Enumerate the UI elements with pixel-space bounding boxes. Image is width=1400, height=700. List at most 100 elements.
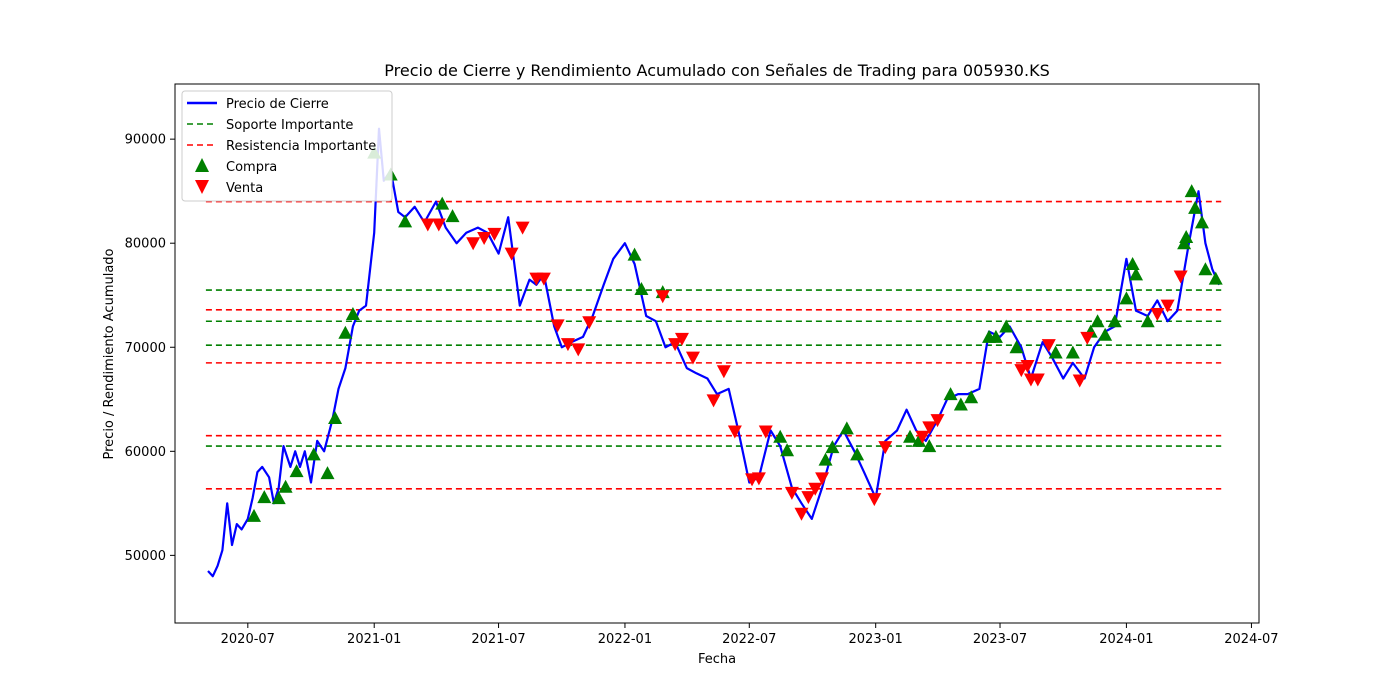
x-tick-label: 2023-07 (973, 632, 1027, 647)
legend-label-resistance: Resistencia Importante (226, 139, 376, 154)
buy-marker (1208, 271, 1223, 285)
buy-marker (1184, 184, 1199, 198)
buy-marker (398, 214, 413, 228)
sell-marker (536, 272, 551, 286)
sell-marker (582, 316, 597, 330)
sell-marker (420, 218, 435, 232)
buy-marker (943, 387, 958, 401)
buy-marker (1129, 267, 1144, 281)
buy-marker (1009, 340, 1024, 354)
buy-marker (1194, 215, 1209, 229)
buy-marker (338, 325, 353, 339)
x-tick-label: 2023-01 (849, 632, 903, 647)
sell-marker (571, 343, 586, 357)
buy-marker (345, 306, 360, 320)
legend-box (181, 90, 393, 202)
buy-marker (435, 196, 450, 210)
x-tick-label: 2021-07 (471, 632, 525, 647)
sell-marker (801, 491, 816, 505)
buy-marker (773, 429, 788, 443)
buy-marker (627, 247, 642, 261)
sell-marker (758, 425, 773, 439)
buy-marker (328, 411, 343, 425)
buy-marker (850, 447, 865, 461)
sell-marker (815, 472, 830, 486)
sell-marker (674, 332, 689, 346)
buy-marker (818, 452, 833, 466)
plot-frame (174, 83, 1260, 624)
legend: Precio de Cierre Soporte Importante Resi… (181, 90, 393, 202)
levels-layer (205, 200, 1222, 490)
x-tick-label: 2024-01 (1099, 632, 1153, 647)
legend-label-sell: Venta (226, 181, 263, 196)
sell-marker (668, 338, 683, 352)
buy-marker (634, 281, 649, 295)
legend-marker-sell (195, 180, 209, 194)
sell-marker (922, 421, 937, 435)
buy-marker (289, 464, 304, 478)
sell-marker (1072, 374, 1087, 388)
x-tick-label: 2021-01 (347, 632, 401, 647)
sell-marker (1041, 339, 1056, 353)
buy-marker (246, 508, 261, 522)
sell-marker (751, 472, 766, 486)
buy-marker (999, 319, 1014, 333)
sell-marker (550, 319, 565, 333)
y-tick-label: 70000 (125, 341, 166, 356)
sell-marker (487, 227, 502, 241)
x-axis-label: Fecha (698, 652, 736, 667)
buy-marker (257, 490, 272, 504)
legend-label-buy: Compra (226, 160, 277, 175)
sell-marker (878, 441, 893, 455)
y-tick-label: 60000 (125, 445, 166, 460)
sell-marker (466, 237, 481, 251)
sell-marker (515, 221, 530, 235)
buy-marker (1107, 314, 1122, 328)
sell-marker (685, 351, 700, 365)
buy-marker (922, 439, 937, 453)
sell-marker (1173, 270, 1188, 284)
sell-marker (716, 365, 731, 379)
buy-marker (306, 447, 321, 461)
sell-marker (867, 493, 882, 507)
sell-marker (1160, 299, 1175, 313)
x-axis-ticks: 2020-07 2021-01 2021-07 2022-01 2022-07 2023-… (221, 623, 1279, 647)
buy-marker (911, 433, 926, 447)
buy-marker (839, 421, 854, 435)
buy-marker (320, 466, 335, 480)
buy-marker (903, 429, 918, 443)
buy-marker (1188, 200, 1203, 214)
sell-marker (431, 218, 446, 232)
sell-marker (727, 425, 742, 439)
buy-marker (1048, 345, 1063, 359)
sell-marker (504, 247, 519, 261)
sell-marker (794, 507, 809, 521)
sell-marker (784, 486, 799, 500)
buy-marker (780, 443, 795, 457)
x-tick-label: 2022-07 (722, 632, 776, 647)
x-tick-label: 2024-07 (1224, 632, 1278, 647)
sell-marker (808, 482, 823, 496)
sell-marker (1080, 331, 1095, 345)
buy-marker (278, 479, 293, 493)
buy-marker (964, 390, 979, 404)
y-tick-label: 80000 (125, 237, 166, 252)
sell-marker (930, 414, 945, 428)
y-tick-label: 90000 (125, 133, 166, 148)
y-axis-label: Precio / Rendimiento Acumulado (102, 248, 117, 459)
sell-marker (706, 394, 721, 408)
buy-marker (1140, 314, 1155, 328)
legend-marker-buy (195, 158, 209, 172)
sell-marker (1020, 359, 1035, 373)
buy-marker (1119, 291, 1134, 305)
buy-marker (825, 440, 840, 454)
buy-marker (988, 329, 1003, 343)
x-tick-label: 2020-07 (221, 632, 275, 647)
legend-label-support: Soporte Importante (226, 118, 353, 133)
sell-marker (477, 232, 492, 245)
buy-marker (445, 209, 460, 223)
buy-marker (1090, 314, 1105, 328)
sell-marker (1150, 307, 1165, 321)
sell-marker (560, 338, 575, 352)
